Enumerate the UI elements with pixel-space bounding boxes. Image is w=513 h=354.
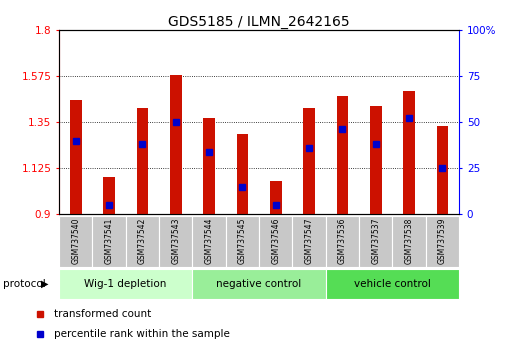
Text: GSM737537: GSM737537 — [371, 217, 380, 264]
Bar — [259, 216, 292, 267]
Bar — [136, 108, 148, 214]
Bar — [292, 216, 326, 267]
Bar — [103, 177, 115, 214]
Bar — [70, 99, 82, 214]
Text: protocol: protocol — [3, 279, 45, 289]
Bar — [170, 75, 182, 214]
Bar — [392, 216, 426, 267]
Text: percentile rank within the sample: percentile rank within the sample — [54, 329, 230, 339]
Bar — [437, 126, 448, 214]
Bar — [426, 216, 459, 267]
Bar — [192, 216, 226, 267]
Text: GSM737544: GSM737544 — [205, 217, 213, 264]
Text: GSM737545: GSM737545 — [238, 217, 247, 264]
Bar — [326, 269, 459, 299]
Text: negative control: negative control — [216, 279, 302, 289]
Bar — [270, 182, 282, 214]
Bar — [203, 118, 215, 214]
Text: GSM737546: GSM737546 — [271, 217, 280, 264]
Bar — [359, 216, 392, 267]
Bar — [92, 216, 126, 267]
Bar — [192, 269, 326, 299]
Text: GSM737540: GSM737540 — [71, 217, 80, 264]
Text: GSM737547: GSM737547 — [305, 217, 313, 264]
Bar — [303, 108, 315, 214]
Text: GSM737543: GSM737543 — [171, 217, 180, 264]
Bar — [236, 135, 248, 214]
Bar — [403, 91, 415, 214]
Text: Wig-1 depletion: Wig-1 depletion — [85, 279, 167, 289]
Text: transformed count: transformed count — [54, 309, 151, 319]
Bar — [370, 106, 382, 214]
Bar — [126, 216, 159, 267]
Title: GDS5185 / ILMN_2642165: GDS5185 / ILMN_2642165 — [168, 15, 350, 29]
Bar — [59, 216, 92, 267]
Bar — [337, 96, 348, 214]
Text: GSM737541: GSM737541 — [105, 217, 113, 264]
Text: ▶: ▶ — [42, 279, 49, 289]
Text: GSM737539: GSM737539 — [438, 217, 447, 264]
Text: vehicle control: vehicle control — [354, 279, 431, 289]
Text: GSM737542: GSM737542 — [138, 217, 147, 264]
Bar — [226, 216, 259, 267]
Bar — [159, 216, 192, 267]
Bar — [326, 216, 359, 267]
Bar — [59, 269, 192, 299]
Text: GSM737538: GSM737538 — [405, 217, 413, 264]
Text: GSM737536: GSM737536 — [338, 217, 347, 264]
